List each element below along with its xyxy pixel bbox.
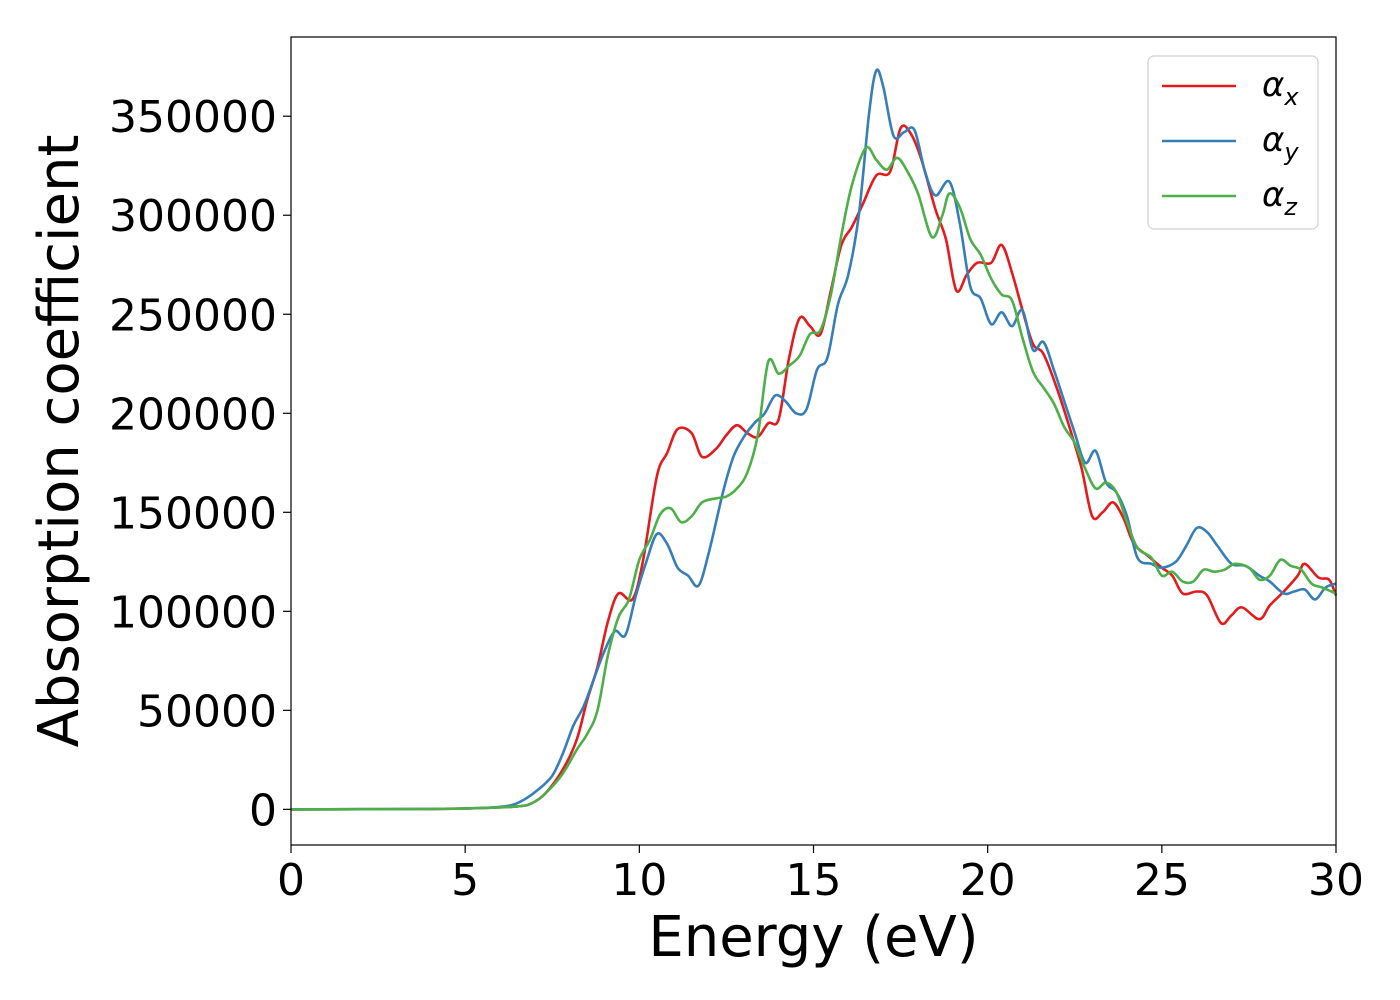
x-tick-label: 5 — [451, 855, 479, 906]
x-tick-label: 30 — [1308, 855, 1364, 906]
x-tick-label: 15 — [786, 855, 842, 906]
y-tick-label: 100000 — [109, 587, 277, 638]
x-tick-label: 20 — [960, 855, 1016, 906]
y-tick-label: 0 — [249, 785, 277, 836]
legend-label-y: αy — [1262, 120, 1299, 166]
y-axis-title: Absorption coefficient — [27, 135, 92, 748]
y-axis-ticks: 0 50000 100000 150000 200000 250000 300000 3500… — [109, 92, 291, 836]
y-tick-label: 250000 — [109, 290, 277, 341]
x-tick-label: 25 — [1134, 855, 1190, 906]
series-line-y — [290, 68, 1337, 811]
legend-label-z: αz — [1262, 175, 1298, 221]
y-tick-label: 350000 — [109, 92, 277, 143]
y-tick-label: 50000 — [137, 686, 277, 737]
series-line-z — [290, 145, 1337, 811]
y-tick-label: 150000 — [109, 488, 277, 539]
x-tick-label: 10 — [611, 855, 667, 906]
legend-box — [1147, 55, 1319, 230]
x-tick-label: 0 — [277, 855, 305, 906]
y-tick-label: 300000 — [109, 191, 277, 242]
legend-label-x: αx — [1262, 65, 1299, 111]
legend: αx αy αz — [1147, 55, 1319, 230]
x-axis-ticks: 0 5 10 15 20 25 30 — [277, 845, 1364, 906]
y-tick-label: 200000 — [109, 389, 277, 440]
x-axis-title: Energy (eV) — [648, 905, 978, 970]
series-layer — [290, 68, 1338, 811]
